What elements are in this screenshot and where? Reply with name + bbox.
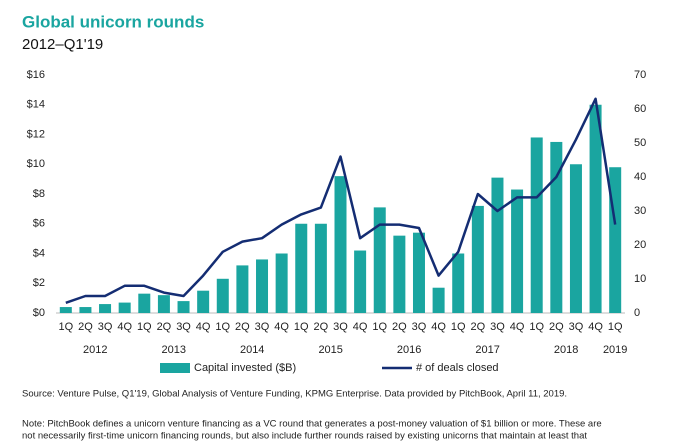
x-tick-label: 1Q	[529, 321, 544, 333]
bar	[216, 278, 229, 313]
bar	[275, 253, 288, 313]
bar	[412, 232, 425, 313]
legend-label: Capital invested ($B)	[194, 362, 296, 374]
x-tick-label: 4Q	[196, 321, 211, 333]
bar	[157, 295, 170, 313]
bar	[393, 235, 406, 313]
x-tick-label: 1Q	[372, 321, 387, 333]
x-tick-label: 1Q	[451, 321, 466, 333]
bar	[471, 205, 484, 313]
bar	[354, 250, 367, 313]
x-tick-label: 4Q	[353, 321, 368, 333]
bar	[373, 207, 386, 313]
bar	[569, 164, 582, 313]
bar	[511, 189, 524, 313]
x-group-label: 2019	[603, 344, 627, 356]
bar	[432, 287, 445, 313]
y2-tick-label: 50	[634, 137, 646, 149]
x-tick-label: 3Q	[255, 321, 270, 333]
x-tick-label: 3Q	[569, 321, 584, 333]
x-tick-label: 4Q	[588, 321, 603, 333]
line	[65, 97, 617, 304]
bar	[256, 259, 269, 313]
x-group-label: 2012	[83, 344, 107, 356]
x-group-label: 2013	[161, 344, 185, 356]
bar	[530, 137, 543, 313]
x-tick-label: 2Q	[314, 321, 329, 333]
bar	[59, 307, 72, 313]
x-tick-label: 2Q	[471, 321, 486, 333]
bar	[452, 253, 465, 313]
x-tick-label: 4Q	[117, 321, 132, 333]
y-tick-label: $8	[33, 188, 45, 200]
bar	[236, 265, 249, 313]
x-tick-label: 3Q	[412, 321, 427, 333]
legend-label: # of deals closed	[416, 362, 499, 374]
y-tick-label: $4	[33, 247, 45, 259]
bar	[589, 104, 602, 313]
x-tick-label: 1Q	[58, 321, 73, 333]
y2-tick-label: 60	[634, 103, 646, 115]
bar	[138, 293, 151, 313]
bar	[609, 167, 622, 313]
y-tick-label: $6	[33, 218, 45, 230]
bar	[99, 304, 112, 313]
bar	[79, 307, 92, 313]
y-tick-label: $0	[33, 307, 45, 319]
x-group-label: 2018	[554, 344, 578, 356]
x-tick-label: 1Q	[215, 321, 230, 333]
bar	[197, 290, 210, 313]
bar	[334, 176, 347, 313]
x-tick-label: 1Q	[137, 321, 152, 333]
x-group-label: 2014	[240, 344, 264, 356]
y2-tick-label: 10	[634, 273, 646, 285]
note-line: not necessarily first-time unicorn finan…	[22, 431, 587, 442]
x-tick-label: 2Q	[392, 321, 407, 333]
y2-tick-label: 20	[634, 239, 646, 251]
x-group-label: 2016	[397, 344, 421, 356]
x-tick-label: 1Q	[608, 321, 623, 333]
y-tick-label: $14	[27, 99, 45, 111]
y2-tick-label: 40	[634, 171, 646, 183]
y-tick-label: $2	[33, 277, 45, 289]
bar	[118, 302, 131, 313]
bar	[314, 223, 327, 313]
y2-tick-label: 0	[634, 307, 640, 319]
x-tick-label: 2Q	[157, 321, 172, 333]
x-tick-label: 2Q	[549, 321, 564, 333]
x-tick-label: 2Q	[235, 321, 250, 333]
bar	[177, 301, 190, 313]
y2-tick-label: 30	[634, 205, 646, 217]
chart-subtitle: 2012–Q1'19	[22, 36, 103, 53]
bar	[295, 223, 308, 313]
x-tick-label: 3Q	[176, 321, 191, 333]
x-group-label: 2017	[475, 344, 499, 356]
source: Source: Venture Pulse, Q1'19, Global Ana…	[22, 389, 567, 400]
bar	[550, 141, 563, 313]
x-group-label: 2015	[318, 344, 342, 356]
chart-title: Global unicorn rounds	[22, 12, 204, 31]
x-tick-label: 3Q	[333, 321, 348, 333]
y2-tick-label: 70	[634, 69, 646, 81]
bar	[491, 177, 504, 313]
x-tick-label: 4Q	[431, 321, 446, 333]
y-tick-label: $16	[27, 69, 45, 81]
x-tick-label: 4Q	[510, 321, 525, 333]
x-tick-label: 1Q	[294, 321, 309, 333]
note-line: Note: PitchBook defines a unicorn ventur…	[22, 419, 602, 430]
legend-swatch	[160, 363, 190, 373]
x-tick-label: 4Q	[274, 321, 289, 333]
x-tick-label: 3Q	[490, 321, 505, 333]
x-tick-label: 3Q	[98, 321, 113, 333]
x-tick-label: 2Q	[78, 321, 93, 333]
y-tick-label: $12	[27, 128, 45, 140]
y-tick-label: $10	[27, 158, 45, 170]
